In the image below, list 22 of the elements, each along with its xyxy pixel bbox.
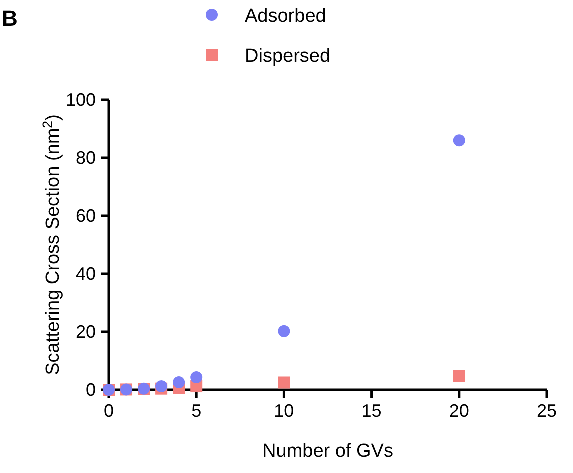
point (278, 376, 290, 389)
point (190, 372, 203, 384)
y-tick-label: 0 (86, 380, 96, 400)
point (173, 376, 186, 388)
legend-label: Adsorbed (245, 6, 326, 27)
point (453, 134, 466, 147)
point (453, 370, 466, 382)
x-tick-label: 15 (362, 401, 382, 421)
x-axis-title: Number of GVs (262, 441, 394, 462)
y-tick-label: 80 (76, 148, 96, 168)
y-tick-label: 100 (66, 90, 96, 110)
y-tick-label: 40 (76, 264, 96, 284)
point (278, 325, 290, 338)
x-tick-label: 20 (449, 401, 470, 421)
x-tick-label: 10 (274, 401, 294, 421)
y-tick-label: 60 (76, 206, 96, 226)
legend-label: Dispersed (245, 46, 331, 67)
x-tick-label: 0 (104, 401, 114, 421)
text: B (2, 6, 18, 31)
y-tick-label: 20 (76, 322, 96, 342)
x-tick-label: 25 (536, 401, 558, 421)
x-tick-label: 5 (192, 401, 202, 421)
